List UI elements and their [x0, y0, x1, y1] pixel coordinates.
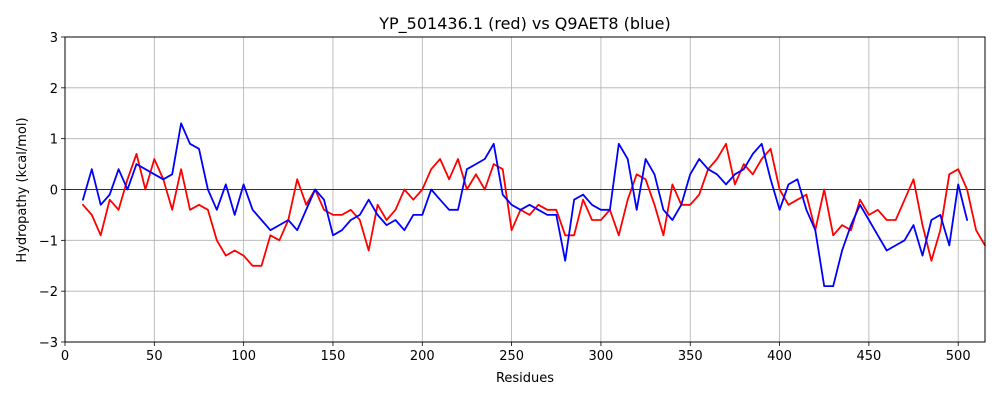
series-line-1	[82, 122, 968, 288]
series-line-0	[82, 142, 986, 267]
y-tick-label: 0	[50, 184, 58, 199]
y-tick-label: 2	[50, 82, 58, 97]
x-tick-label: 150	[321, 349, 346, 364]
y-tick-label: −3	[39, 336, 58, 351]
x-tick-label: 200	[410, 349, 435, 364]
y-axis-label: Hydropathy (kcal/mol)	[15, 117, 30, 262]
y-tick-label: 1	[50, 133, 58, 148]
x-axis-label: Residues	[496, 371, 554, 386]
x-tick-label: 350	[678, 349, 703, 364]
series-layer	[82, 122, 986, 288]
y-tick-label: −1	[39, 234, 58, 249]
x-tick-label: 100	[231, 349, 256, 364]
x-tick-label: 300	[589, 349, 614, 364]
chart-title: YP_501436.1 (red) vs Q9AET8 (blue)	[378, 14, 670, 34]
y-tick-label: 3	[50, 31, 58, 46]
x-tick-label: 250	[499, 349, 524, 364]
x-tick-label: 450	[856, 349, 881, 364]
x-tick-label: 50	[146, 349, 163, 364]
x-tick-label: 500	[946, 349, 971, 364]
x-tick-label: 0	[61, 349, 69, 364]
y-axis-ticks: −3 −2 −1 0 1 2 3	[39, 31, 65, 351]
x-axis-ticks: 0 50 100 150 200 250 300 350 400 450 500	[61, 342, 971, 364]
y-tick-label: −2	[39, 285, 58, 300]
x-tick-label: 400	[767, 349, 792, 364]
